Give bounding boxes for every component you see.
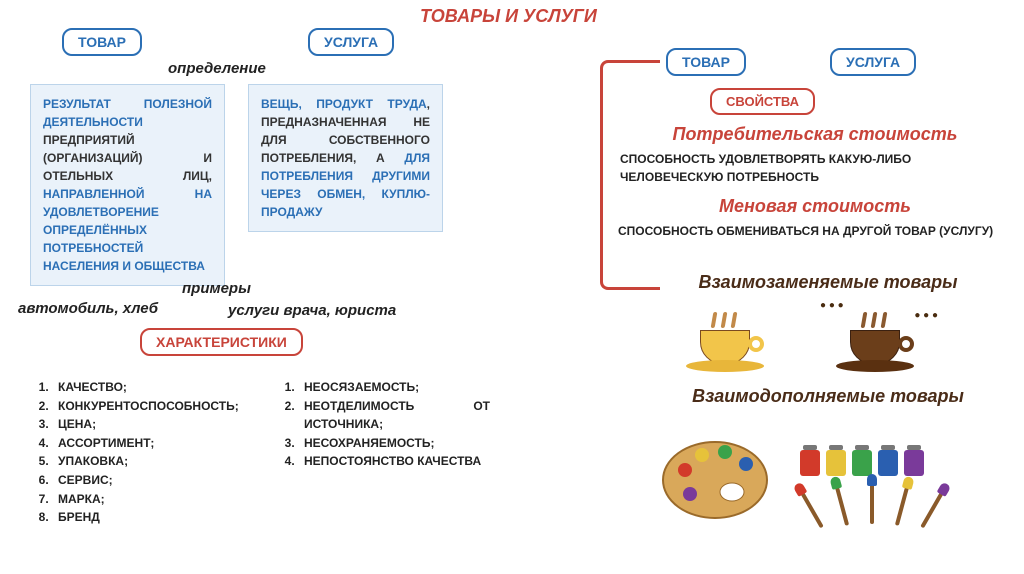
- def-tovar-part2: ПРЕДПРИЯТИЙ (ОРГАНИЗАЦИЙ) И ОТЕЛЬНЫХ ЛИЦ…: [43, 133, 212, 183]
- characteristics-pill: ХАРАКТЕРИСТИКИ: [140, 328, 303, 356]
- prop2-title: Меновая стоимость: [620, 196, 1010, 217]
- examples-label: примеры: [182, 280, 251, 297]
- prop1-text: СПОСОБНОСТЬ УДОВЛЕТВОРЯТЬ КАКУЮ-ЛИБО ЧЕЛ…: [620, 150, 1000, 186]
- char-tovar-item: КОНКУРЕНТОСПОСОБНОСТЬ;: [52, 397, 244, 416]
- char-tovar-item: БРЕНД: [52, 508, 244, 527]
- char-list-usluga: НЕОСЯЗАЕМОСТЬ; НЕОТДЕЛИМОСТЬ ОТ ИСТОЧНИК…: [270, 378, 490, 471]
- char-tovar-item: МАРКА;: [52, 490, 244, 509]
- def-tovar-part3: НАПРАВЛЕННОЙ НА УДОВЛЕТВОРЕНИЕ ОПРЕДЕЛЁН…: [43, 187, 212, 273]
- prop2-text: СПОСОБНОСТЬ ОБМЕНИВАТЬСЯ НА ДРУГОЙ ТОВАР…: [618, 222, 1008, 240]
- def-usluga-part1: ВЕЩЬ, ПРОДУКТ ТРУДА: [261, 97, 427, 111]
- complements-title: Взаимодополняемые товары: [638, 386, 1018, 407]
- def-tovar-part1: РЕЗУЛЬТАТ ПОЛЕЗНОЙ ДЕЯТЕЛЬНОСТИ: [43, 97, 212, 129]
- char-list-tovar: КАЧЕСТВО; КОНКУРЕНТОСПОСОБНОСТЬ; ЦЕНА; А…: [24, 378, 244, 527]
- properties-pill: СВОЙСТВА: [710, 88, 815, 115]
- char-usluga-item: НЕОСЯЗАЕМОСТЬ;: [298, 378, 490, 397]
- coffee-cup-icon: ● ● ● ● ● ●: [850, 330, 900, 369]
- page-title: ТОВАРЫ И УСЛУГИ: [420, 6, 597, 27]
- pill-usluga-left: УСЛУГА: [308, 28, 394, 56]
- def-box-usluga: ВЕЩЬ, ПРОДУКТ ТРУДА, ПРЕДНАЗНАЧЕННАЯ НЕ …: [248, 84, 443, 232]
- def-box-tovar: РЕЗУЛЬТАТ ПОЛЕЗНОЙ ДЕЯТЕЛЬНОСТИ ПРЕДПРИЯ…: [30, 84, 225, 286]
- palette-icon: [660, 430, 780, 520]
- pill-tovar-right: ТОВАР: [666, 48, 746, 76]
- brushes-icon: [810, 480, 970, 560]
- definition-label: определение: [168, 60, 266, 77]
- char-usluga-item: НЕСОХРАНЯЕМОСТЬ;: [298, 434, 490, 453]
- char-tovar-item: КАЧЕСТВО;: [52, 378, 244, 397]
- substitutes-title: Взаимозаменяемые товары: [638, 272, 1018, 293]
- char-tovar-item: УПАКОВКА;: [52, 452, 244, 471]
- char-tovar-item: СЕРВИС;: [52, 471, 244, 490]
- char-tovar-item: ЦЕНА;: [52, 415, 244, 434]
- pill-usluga-right: УСЛУГА: [830, 48, 916, 76]
- char-usluga-item: НЕОТДЕЛИМОСТЬ ОТ ИСТОЧНИКА;: [298, 397, 490, 434]
- char-usluga-item: НЕПОСТОЯНСТВО КАЧЕСТВА: [298, 452, 490, 471]
- prop1-title: Потребительская стоимость: [620, 124, 1010, 145]
- tea-cup-icon: [700, 330, 750, 369]
- paint-jars-icon: [800, 450, 924, 476]
- char-tovar-item: АССОРТИМЕНТ;: [52, 434, 244, 453]
- example-tovar: автомобиль, хлеб: [18, 300, 158, 317]
- example-usluga: услуги врача, юриста: [228, 302, 396, 319]
- pill-tovar-left: ТОВАР: [62, 28, 142, 56]
